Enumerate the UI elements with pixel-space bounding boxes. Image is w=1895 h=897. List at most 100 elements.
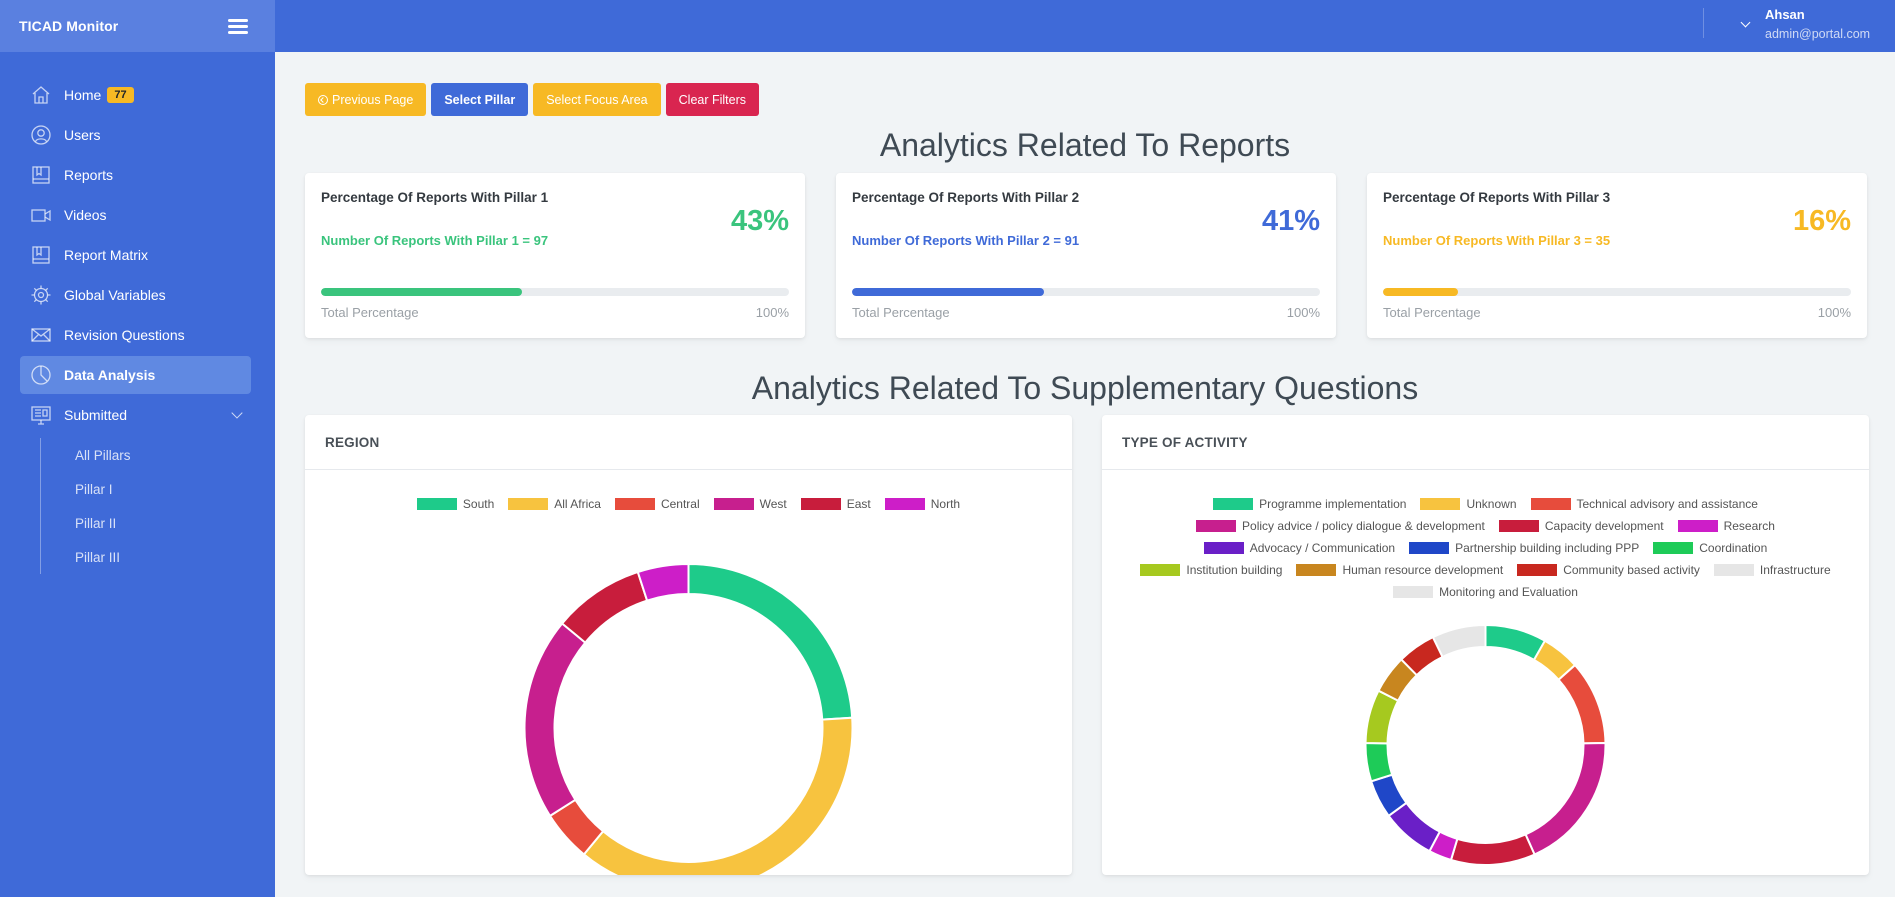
donut-slice[interactable] [523, 622, 587, 818]
legend-item[interactable]: Central [614, 495, 700, 513]
filter-toolbar: Previous Page Select Pillar Select Focus… [305, 83, 760, 116]
legend-swatch [1409, 542, 1450, 554]
legend-swatch [1203, 542, 1244, 554]
select-focus-area-button[interactable]: Select Focus Area [533, 83, 661, 116]
user-name[interactable]: Ahsan [1765, 7, 1805, 22]
previous-page-button[interactable]: Previous Page [305, 83, 427, 116]
sidebar-item-data-analysis[interactable]: Data Analysis [20, 356, 251, 394]
legend-label: Technical advisory and assistance [1576, 497, 1758, 511]
donut-slice[interactable] [636, 562, 690, 602]
progress-fill [321, 288, 523, 296]
legend-swatch [1677, 520, 1718, 532]
legend-swatch [1517, 564, 1558, 576]
legend-item[interactable]: Technical advisory and assistance [1530, 495, 1758, 513]
donut-slice[interactable] [560, 570, 649, 644]
pillar-card: Percentage Of Reports With Pillar 1 Numb… [305, 173, 805, 338]
home-icon [30, 84, 52, 106]
legend-label: Capacity development [1544, 519, 1664, 533]
legend-item[interactable]: Policy advice / policy dialogue & develo… [1196, 517, 1485, 535]
legend-item[interactable]: South [416, 495, 494, 513]
sidebar-item-report-matrix[interactable]: Report Matrix [20, 236, 251, 274]
pillar-card-title: Percentage Of Reports With Pillar 1 [321, 190, 549, 205]
gear-icon [30, 284, 52, 306]
header-bar: Ahsan admin@portal.com [275, 0, 1895, 52]
submenu-item-pillar-3[interactable]: Pillar III [75, 549, 121, 565]
sidebar-item-label: Users [64, 127, 101, 143]
video-icon [30, 204, 52, 226]
pillar-card-count: Number Of Reports With Pillar 3 = 35 [1383, 233, 1611, 248]
legend-item[interactable]: East [800, 495, 871, 513]
legend-item[interactable]: West [713, 495, 787, 513]
clear-filters-button[interactable]: Clear Filters [665, 83, 760, 116]
pie-chart-icon [30, 364, 52, 386]
legend-label: All Africa [554, 497, 601, 511]
donut-slice[interactable] [582, 716, 854, 875]
sidebar-item-label: Revision Questions [64, 327, 185, 343]
pillar-card-percentage: 41% [1261, 205, 1320, 237]
select-pillar-button[interactable]: Select Pillar [431, 83, 529, 116]
progress-fill [852, 288, 1044, 296]
region-chart-card: REGION South All Africa Central West East Nor… [305, 415, 1072, 875]
donut-slice[interactable] [1364, 742, 1394, 783]
legend-item[interactable]: Institution building [1140, 561, 1282, 579]
previous-page-label: Previous Page [332, 92, 414, 107]
legend-item[interactable]: Human resource development [1296, 561, 1503, 579]
legend-item[interactable]: Unknown [1420, 495, 1517, 513]
legend-swatch [1530, 498, 1571, 510]
legend-item[interactable]: Partnership building including PPP [1409, 539, 1639, 557]
sidebar-item-revision-questions[interactable]: Revision Questions [20, 316, 251, 354]
submitted-submenu: All Pillars Pillar I Pillar II Pillar II… [40, 438, 251, 574]
pillar-card: Percentage Of Reports With Pillar 2 Numb… [836, 173, 1336, 338]
main-content: Previous Page Select Pillar Select Focus… [275, 52, 1895, 897]
submenu-item-pillar-1[interactable]: Pillar I [75, 481, 113, 497]
user-menu-chevron-icon[interactable] [1740, 17, 1751, 28]
legend-item[interactable]: North [884, 495, 960, 513]
legend-label: West [759, 497, 787, 511]
legend-swatch [1420, 498, 1461, 510]
submenu-item-pillar-2[interactable]: Pillar II [75, 515, 117, 531]
progress-total: 100% [1817, 305, 1851, 320]
hamburger-menu-icon[interactable] [228, 18, 248, 34]
legend-item[interactable]: Infrastructure [1713, 561, 1831, 579]
sidebar-item-submitted[interactable]: Submitted [20, 396, 251, 434]
legend-label: Infrastructure [1759, 563, 1831, 577]
pillar-card-title: Percentage Of Reports With Pillar 3 [1383, 190, 1611, 205]
donut-slice[interactable] [1557, 663, 1607, 745]
chart-legend: Programme implementation Unknown Technical… [1102, 495, 1869, 601]
pillar-card-count: Number Of Reports With Pillar 2 = 91 [852, 233, 1080, 248]
legend-item[interactable]: Coordination [1653, 539, 1767, 557]
donut-slice[interactable] [1449, 833, 1536, 866]
submenu-item-all-pillars[interactable]: All Pillars [75, 447, 131, 463]
pillar-card-percentage: 43% [730, 205, 789, 237]
sidebar-item-label: Data Analysis [64, 367, 156, 383]
sidebar-nav: Home 77 Users Reports Videos Report Matr… [0, 52, 275, 574]
book-icon [30, 164, 52, 186]
legend-label: Human resource development [1342, 563, 1504, 577]
legend-item[interactable]: Community based activity [1517, 561, 1700, 579]
legend-label: Unknown [1466, 497, 1517, 511]
progress-total: 100% [755, 305, 789, 320]
sidebar-item-videos[interactable]: Videos [20, 196, 251, 234]
progress-bar [321, 288, 789, 296]
donut-slice[interactable] [1431, 623, 1487, 659]
legend-swatch [508, 498, 549, 510]
donut-slice[interactable] [1524, 742, 1607, 856]
legend-item[interactable]: Programme implementation [1213, 495, 1406, 513]
legend-item[interactable]: Capacity development [1498, 517, 1664, 535]
donut-slice[interactable] [687, 562, 854, 721]
sidebar-item-reports[interactable]: Reports [20, 156, 251, 194]
legend-label: Policy advice / policy dialogue & develo… [1242, 519, 1485, 533]
legend-item[interactable]: Advocacy / Communication [1203, 539, 1396, 557]
legend-item[interactable]: All Africa [508, 495, 601, 513]
user-icon [30, 124, 52, 146]
brand-bar: TICAD Monitor [0, 0, 275, 52]
legend-item[interactable]: Monitoring and Evaluation [1393, 583, 1578, 601]
legend-item[interactable]: Research [1677, 517, 1775, 535]
sidebar-item-users[interactable]: Users [20, 116, 251, 154]
sidebar-item-home[interactable]: Home 77 [20, 76, 251, 114]
legend-swatch [800, 498, 841, 510]
sidebar-item-global-variables[interactable]: Global Variables [20, 276, 251, 314]
legend-label: Advocacy / Communication [1249, 541, 1396, 555]
header-divider [1703, 8, 1704, 38]
legend-label: East [846, 497, 871, 511]
